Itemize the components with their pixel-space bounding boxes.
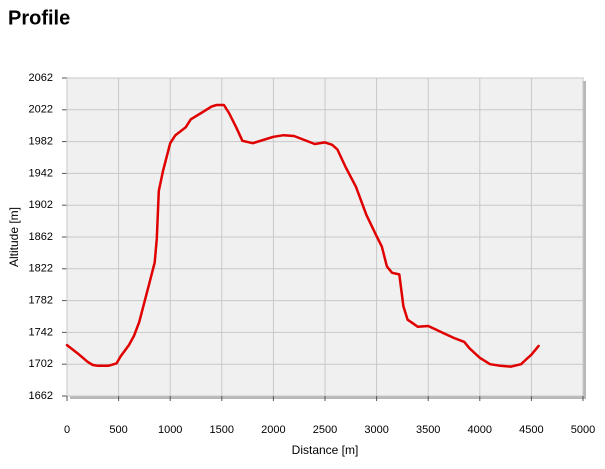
chart-title: Profile bbox=[8, 7, 70, 29]
x-tick-label: 2500 bbox=[313, 424, 337, 436]
y-tick-label: 1862 bbox=[29, 231, 53, 243]
y-tick-label: 1742 bbox=[29, 326, 53, 338]
y-tick-label: 1662 bbox=[29, 390, 53, 402]
y-tick-label: 2022 bbox=[29, 104, 53, 116]
x-tick-label: 3000 bbox=[364, 424, 388, 436]
y-tick-label: 1822 bbox=[29, 263, 53, 275]
x-axis-label: Distance [m] bbox=[292, 443, 359, 457]
profile-line bbox=[65, 103, 540, 368]
x-tick-label: 2000 bbox=[261, 424, 285, 436]
x-tick-label: 5000 bbox=[571, 424, 595, 436]
y-tick-label: 1982 bbox=[29, 136, 53, 148]
y-tick-label: 2062 bbox=[29, 72, 53, 84]
y-tick-label: 1702 bbox=[29, 358, 53, 370]
x-tick-label: 3500 bbox=[416, 424, 440, 436]
x-tick-label: 1000 bbox=[158, 424, 182, 436]
y-tick-label: 1942 bbox=[29, 167, 53, 179]
x-tick-label: 4500 bbox=[519, 424, 543, 436]
x-tick-label: 1500 bbox=[210, 424, 234, 436]
x-tick-label: 4000 bbox=[468, 424, 492, 436]
y-axis-label: Altitude [m] bbox=[7, 207, 21, 267]
x-tick-label: 0 bbox=[64, 424, 70, 436]
y-tick-label: 1782 bbox=[29, 295, 53, 307]
y-tick-label: 1902 bbox=[29, 199, 53, 211]
x-tick-label: 500 bbox=[109, 424, 127, 436]
